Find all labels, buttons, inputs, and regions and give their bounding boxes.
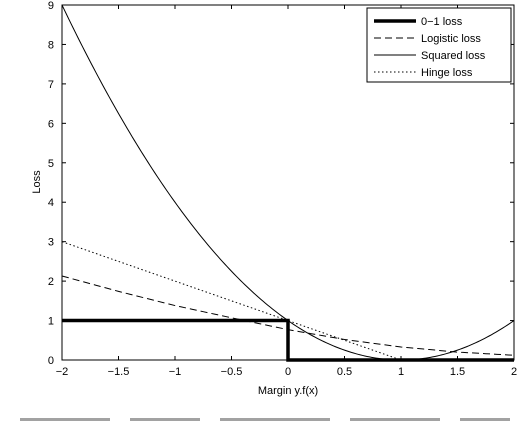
x-tick-label: 2: [511, 366, 517, 378]
y-tick-label: 9: [48, 0, 54, 12]
caption-mark: [220, 418, 330, 421]
x-tick-label: −1.5: [108, 366, 130, 378]
caption-mark: [350, 418, 440, 421]
caption-fragment: [0, 410, 524, 432]
y-tick-label: 5: [48, 158, 54, 170]
series-layer: [61, 4, 515, 362]
legend-label-0-1-loss: 0−1 loss: [421, 16, 463, 28]
loss-chart: −2 −1.5 −1 −0.5 0 0.5 1 1.5 2 0 1 2 3 4 5 6 7 8 9 0−1 loss…: [31, 0, 517, 397]
x-tick-label: −1: [169, 366, 182, 378]
legend-label-logistic-loss: Logistic loss: [421, 33, 481, 45]
y-tick-label: 7: [48, 79, 54, 91]
x-tick-label: −0.5: [221, 366, 243, 378]
tick-labels: −2 −1.5 −1 −0.5 0 0.5 1 1.5 2 0 1 2 3 4 5 6 7 8 9: [48, 0, 517, 378]
x-tick-label: −2: [56, 366, 69, 378]
x-tick-label: 0: [285, 366, 291, 378]
caption-mark: [20, 418, 110, 421]
caption-mark: [130, 418, 200, 421]
y-tick-label: 6: [48, 118, 54, 130]
y-tick-label: 3: [48, 237, 54, 249]
y-tick-label: 2: [48, 276, 54, 288]
series-line-0-1-loss: [62, 318, 514, 362]
y-tick-label: 8: [48, 39, 54, 51]
y-tick-label: 1: [48, 316, 54, 328]
x-axis-label: Margin y.f(x): [258, 385, 318, 397]
legend-label-hinge-loss: Hinge loss: [421, 67, 473, 79]
y-tick-label: 4: [48, 197, 54, 209]
caption-mark: [460, 418, 510, 421]
y-axis-label: Loss: [31, 170, 43, 194]
legend-label-squared-loss: Squared loss: [421, 50, 486, 62]
x-tick-label: 0.5: [337, 366, 352, 378]
legend: 0−1 loss Logistic loss Squared loss Hinge l…: [366, 7, 512, 83]
x-tick-label: 1.5: [450, 366, 465, 378]
x-tick-label: 1: [398, 366, 404, 378]
y-tick-label: 0: [48, 355, 54, 367]
